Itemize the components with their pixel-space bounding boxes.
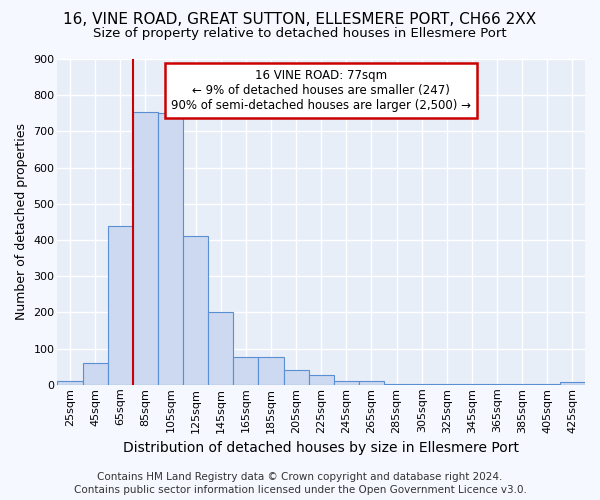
Bar <box>108 226 133 385</box>
Text: 16, VINE ROAD, GREAT SUTTON, ELLESMERE PORT, CH66 2XX: 16, VINE ROAD, GREAT SUTTON, ELLESMERE P… <box>64 12 536 28</box>
Bar <box>460 384 485 385</box>
Text: Contains HM Land Registry data © Crown copyright and database right 2024.
Contai: Contains HM Land Registry data © Crown c… <box>74 472 526 495</box>
Bar <box>233 356 259 385</box>
Bar <box>284 370 308 385</box>
Bar <box>485 384 509 385</box>
Bar <box>158 114 183 385</box>
Bar <box>560 382 585 385</box>
Bar <box>308 375 334 385</box>
Y-axis label: Number of detached properties: Number of detached properties <box>15 124 28 320</box>
Bar <box>133 112 158 385</box>
Bar <box>409 384 434 385</box>
X-axis label: Distribution of detached houses by size in Ellesmere Port: Distribution of detached houses by size … <box>123 441 519 455</box>
Bar <box>359 382 384 385</box>
Bar <box>183 236 208 385</box>
Bar <box>83 363 108 385</box>
Bar <box>259 356 284 385</box>
Bar <box>509 384 535 385</box>
Text: Size of property relative to detached houses in Ellesmere Port: Size of property relative to detached ho… <box>93 28 507 40</box>
Bar <box>384 384 409 385</box>
Bar <box>208 312 233 385</box>
Text: 16 VINE ROAD: 77sqm
← 9% of detached houses are smaller (247)
90% of semi-detach: 16 VINE ROAD: 77sqm ← 9% of detached hou… <box>171 69 471 112</box>
Bar <box>434 384 460 385</box>
Bar <box>58 382 83 385</box>
Bar <box>334 382 359 385</box>
Bar <box>535 384 560 385</box>
